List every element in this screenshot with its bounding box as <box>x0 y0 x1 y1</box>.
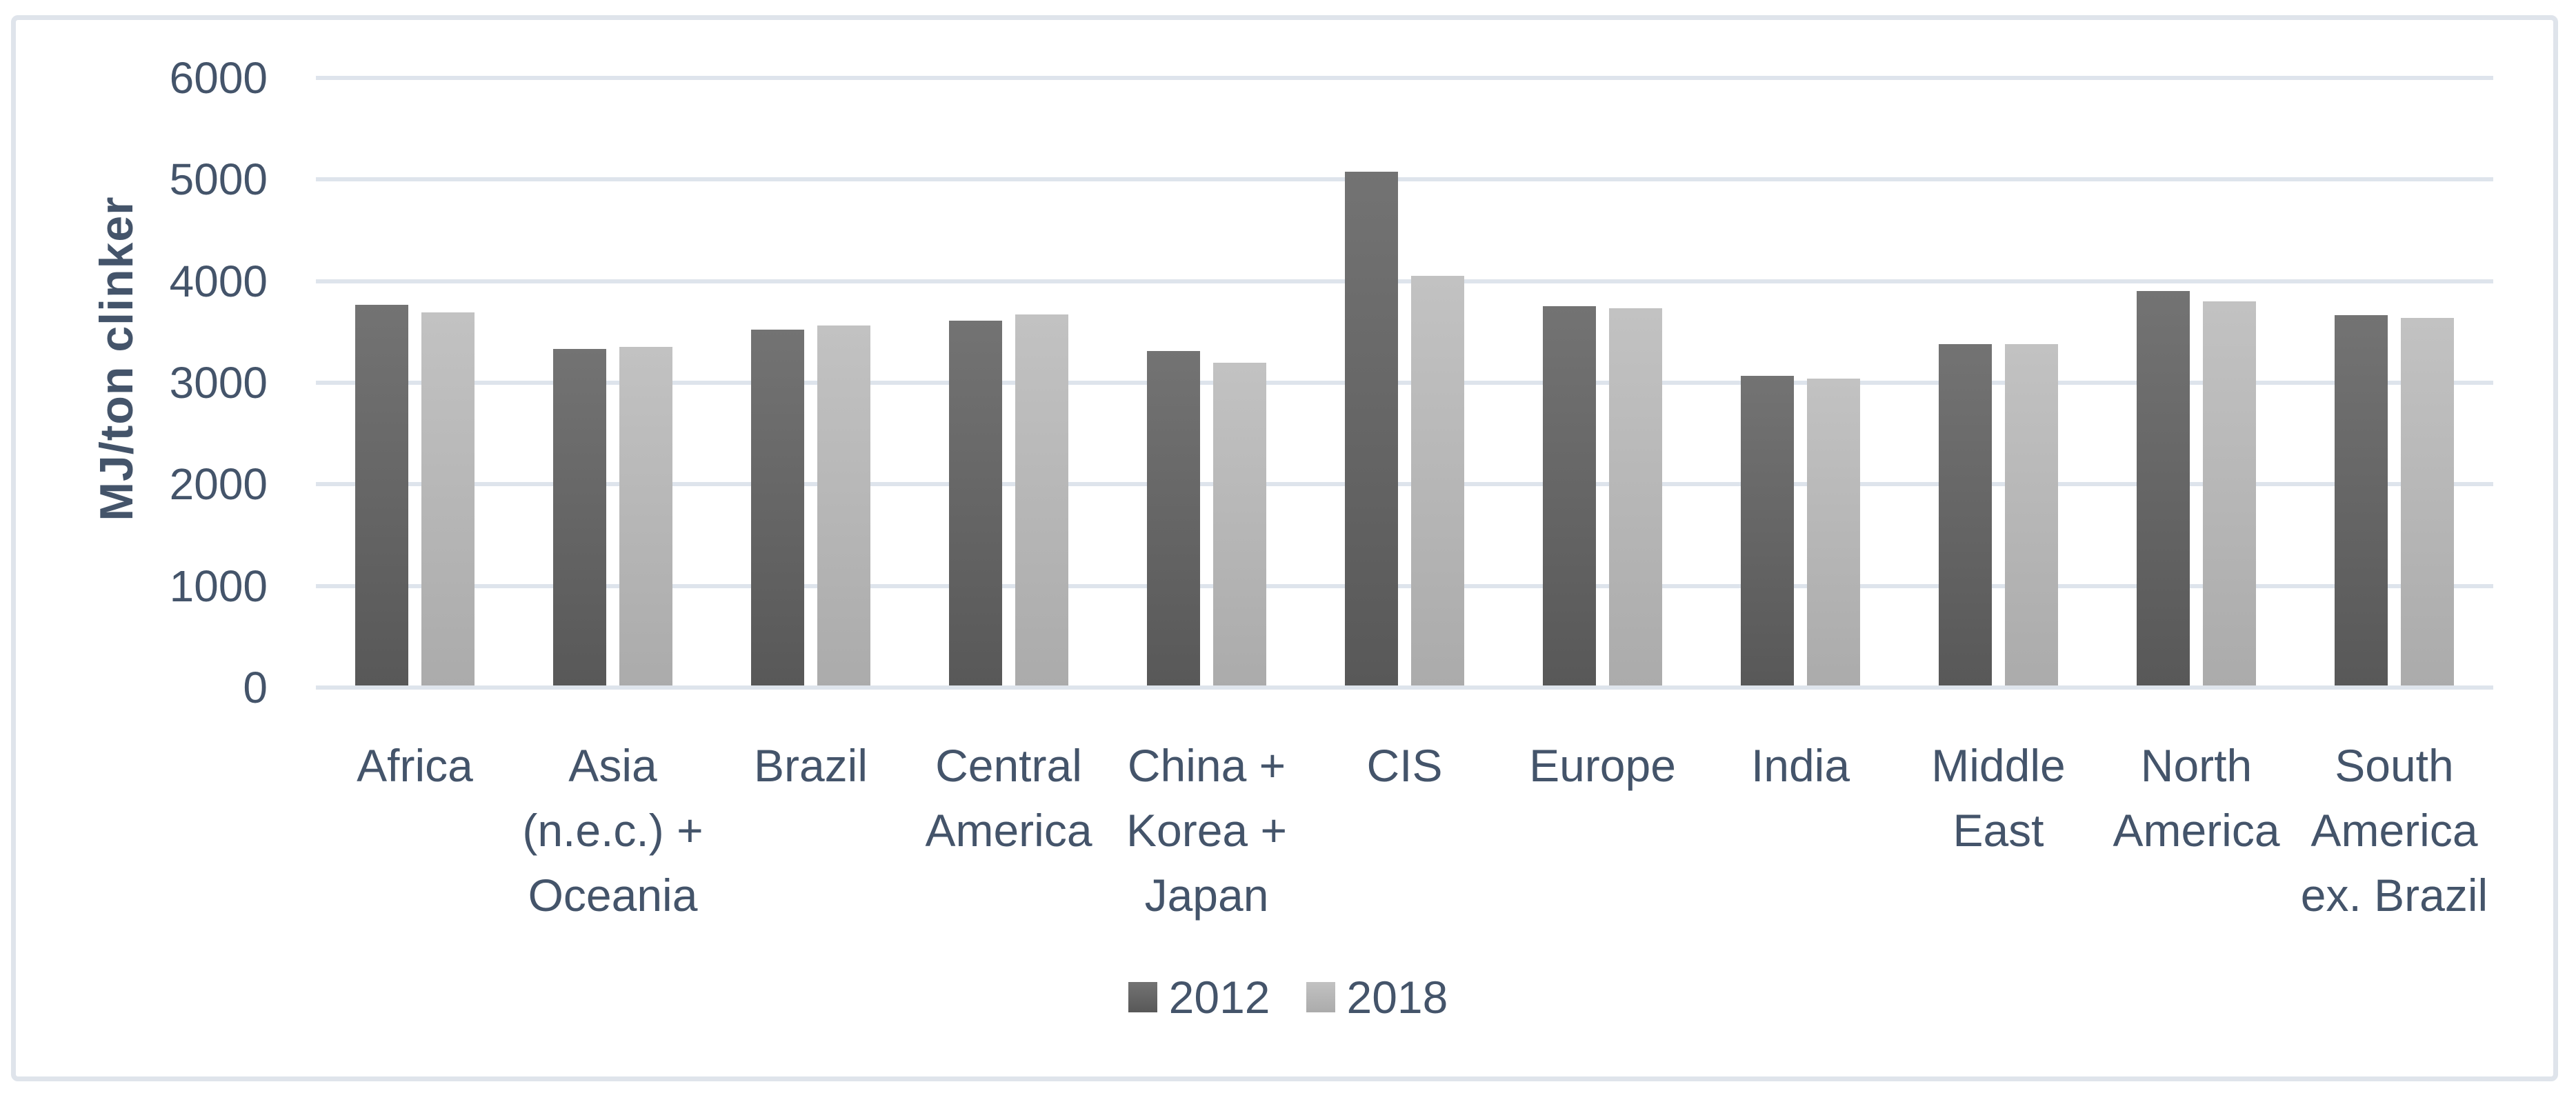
bar-group-0 <box>316 78 514 688</box>
category-label-line: Brazil <box>753 740 868 791</box>
y-tick-label-0: 0 <box>243 663 268 712</box>
category-label-line: Korea + <box>1126 805 1287 856</box>
category-label-line: Oceania <box>528 870 698 921</box>
category-label-6: Europe <box>1496 733 1710 798</box>
legend-item-2012: 2012 <box>1128 971 1270 1023</box>
x-axis-line <box>316 685 2493 690</box>
category-label-line: ex. Brazil <box>2300 870 2488 921</box>
legend: 2012 2018 <box>0 971 2576 1023</box>
bars-row <box>316 78 2493 688</box>
bar-2012-8 <box>1939 344 1992 688</box>
bar-2012-4 <box>1147 351 1200 688</box>
legend-swatch-2018 <box>1306 982 1335 1012</box>
bar-2018-8 <box>2005 344 2058 688</box>
category-label-line: America <box>2310 805 2478 856</box>
category-label-line: North <box>2140 740 2253 791</box>
category-label-line: Middle <box>1931 740 2066 791</box>
category-label-line: Africa <box>357 740 473 791</box>
bar-2012-10 <box>2335 315 2388 688</box>
bar-2018-9 <box>2203 301 2256 688</box>
category-label-line: South <box>2335 740 2454 791</box>
bar-2018-1 <box>619 347 672 688</box>
bar-group-7 <box>1701 78 1899 688</box>
category-label-10: South America ex. Brazil <box>2288 733 2502 928</box>
bar-group-6 <box>1504 78 1701 688</box>
x-axis-category-labels: Africa Asia (n.e.c.) + Oceania Brazil Central… <box>316 733 2493 940</box>
bar-2012-3 <box>949 321 1002 688</box>
y-tick-label-4000: 4000 <box>169 256 268 306</box>
category-label-8: Middle East <box>1892 733 2106 863</box>
bar-2012-5 <box>1345 172 1398 688</box>
bar-2012-9 <box>2137 291 2190 688</box>
legend-swatch-2012 <box>1128 982 1157 1012</box>
gridline-3000 <box>316 381 2493 385</box>
bar-group-10 <box>2295 78 2493 688</box>
category-label-5: CIS <box>1298 733 1512 798</box>
gridline-6000 <box>316 76 2493 80</box>
bar-2018-10 <box>2401 318 2454 688</box>
bar-2018-7 <box>1807 379 1860 688</box>
y-tick-label-3000: 3000 <box>169 358 268 408</box>
plot-area <box>316 76 2493 690</box>
category-label-line: (n.e.c.) + <box>522 805 703 856</box>
y-tick-label-2000: 2000 <box>169 459 268 510</box>
category-label-1: Asia (n.e.c.) + Oceania <box>506 733 720 928</box>
bar-2012-0 <box>355 305 408 688</box>
bar-2018-3 <box>1015 314 1068 688</box>
legend-label-2012: 2012 <box>1168 972 1270 1023</box>
category-label-4: China + Korea + Japan <box>1100 733 1314 928</box>
y-tick-label-5000: 5000 <box>169 154 268 205</box>
bar-group-8 <box>1899 78 2097 688</box>
bar-group-9 <box>2097 78 2295 688</box>
bar-group-2 <box>712 78 910 688</box>
bar-2012-7 <box>1741 376 1794 688</box>
category-label-line: Japan <box>1144 870 1269 921</box>
bar-group-5 <box>1306 78 1504 688</box>
bar-2018-6 <box>1609 308 1662 688</box>
bar-2012-6 <box>1543 306 1596 688</box>
chart-border <box>11 15 2558 1081</box>
bar-2018-5 <box>1411 276 1464 688</box>
bar-2018-4 <box>1213 363 1266 688</box>
category-label-2: Brazil <box>704 733 918 798</box>
bar-2018-2 <box>817 325 870 688</box>
gridline-2000 <box>316 482 2493 487</box>
bar-2012-1 <box>553 349 606 688</box>
gridline-5000 <box>316 177 2493 182</box>
y-tick-label-6000: 6000 <box>169 53 268 103</box>
category-label-line: CIS <box>1366 740 1443 791</box>
category-label-line: China + <box>1127 740 1286 791</box>
legend-label-2018: 2018 <box>1346 972 1448 1023</box>
category-label-line: America <box>925 805 1092 856</box>
bar-2012-2 <box>751 330 804 688</box>
category-label-line: America <box>2113 805 2280 856</box>
bar-group-1 <box>514 78 712 688</box>
category-label-3: Central America <box>902 733 1116 863</box>
gridline-4000 <box>316 279 2493 283</box>
gridline-1000 <box>316 583 2493 588</box>
category-label-7: India <box>1694 733 1908 798</box>
y-tick-label-1000: 1000 <box>169 561 268 611</box>
category-label-line: Central <box>935 740 1082 791</box>
bar-group-4 <box>1108 78 1306 688</box>
category-label-line: Europe <box>1529 740 1676 791</box>
y-axis-tick-labels: 0 1000 2000 3000 4000 5000 6000 <box>83 53 268 712</box>
category-label-line: East <box>1953 805 2044 856</box>
category-label-0: Africa <box>308 733 522 798</box>
category-label-line: Asia <box>568 740 657 791</box>
bar-group-3 <box>910 78 1108 688</box>
bar-2018-0 <box>421 312 475 688</box>
legend-item-2018: 2018 <box>1306 971 1448 1023</box>
category-label-line: India <box>1750 740 1850 791</box>
category-label-9: North America <box>2090 733 2304 863</box>
